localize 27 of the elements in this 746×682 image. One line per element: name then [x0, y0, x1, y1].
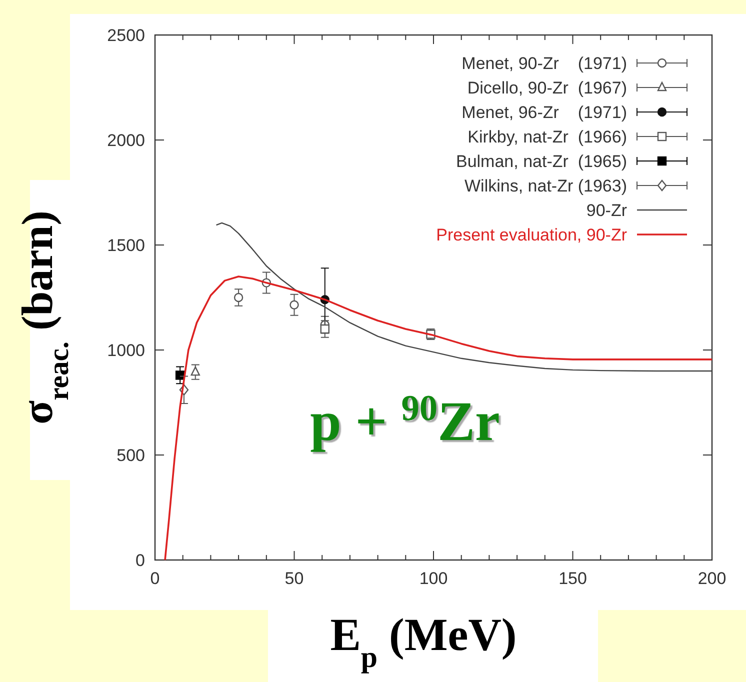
y-tick-label: 1500 — [107, 236, 145, 255]
y-tick-label: 0 — [136, 551, 145, 570]
y-tick-label: 2000 — [107, 131, 145, 150]
point — [190, 366, 200, 376]
y-tick-label: 1000 — [107, 341, 145, 360]
legend-label: Bulman, nat-Zr (1965) — [456, 152, 627, 171]
point — [175, 370, 185, 380]
legend-label: Menet, 90-Zr (1971) — [462, 54, 627, 73]
y-tick-label: 2500 — [107, 26, 145, 45]
legend-label: Kirkby, nat-Zr (1966) — [468, 128, 627, 146]
x-axis-title: E$_{p}$ (MeV) — [330, 609, 517, 674]
x-tick-label: 150 — [558, 569, 587, 588]
x-tick-label: 200 — [698, 569, 726, 588]
point — [234, 292, 244, 302]
legend-label: 90-Zr — [586, 201, 628, 220]
point — [290, 300, 299, 310]
legend-label: Wilkins, nat-Zr (1963) — [464, 176, 627, 196]
annotation: p + $^{90}$Zr — [310, 388, 500, 453]
line-series — [216, 222, 713, 372]
x-tick-label: 0 — [150, 569, 160, 588]
legend-label: Present evaluation, 90-Zr — [436, 226, 628, 244]
line-series — [164, 276, 713, 561]
legend-label: Menet, 96-Zr (1971) — [462, 103, 627, 122]
legend-label: Dicello, 90-Zr (1967) — [467, 78, 627, 98]
y-tick-label: 500 — [116, 446, 145, 465]
x-tick-label: 100 — [419, 569, 448, 588]
x-tick-label: 50 — [284, 569, 304, 588]
